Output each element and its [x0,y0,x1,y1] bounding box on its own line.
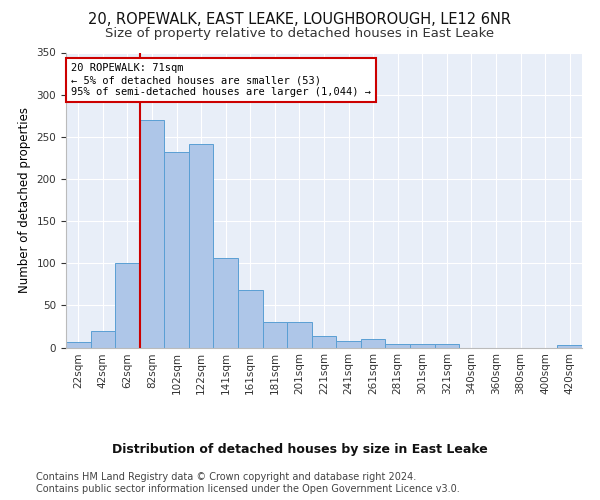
Text: Distribution of detached houses by size in East Leake: Distribution of detached houses by size … [112,442,488,456]
Bar [115,263,140,347]
Bar [287,322,312,347]
Text: Contains HM Land Registry data © Crown copyright and database right 2024.: Contains HM Land Registry data © Crown c… [36,472,416,482]
Bar [385,344,410,348]
Bar [91,330,115,347]
Text: 20 ROPEWALK: 71sqm
← 5% of detached houses are smaller (53)
95% of semi-detached: 20 ROPEWALK: 71sqm ← 5% of detached hous… [71,64,371,96]
Bar [434,344,459,348]
Text: 20, ROPEWALK, EAST LEAKE, LOUGHBOROUGH, LE12 6NR: 20, ROPEWALK, EAST LEAKE, LOUGHBOROUGH, … [89,12,511,28]
Bar [312,336,336,347]
Text: Contains public sector information licensed under the Open Government Licence v3: Contains public sector information licen… [36,484,460,494]
Bar [557,345,582,348]
Bar [189,144,214,348]
Bar [410,344,434,348]
Bar [263,322,287,347]
Bar [140,120,164,348]
Bar [164,152,189,348]
Bar [361,339,385,347]
Bar [336,341,361,347]
Y-axis label: Number of detached properties: Number of detached properties [18,107,31,293]
Text: Size of property relative to detached houses in East Leake: Size of property relative to detached ho… [106,28,494,40]
Bar [214,258,238,348]
Bar [238,290,263,348]
Bar [66,342,91,347]
